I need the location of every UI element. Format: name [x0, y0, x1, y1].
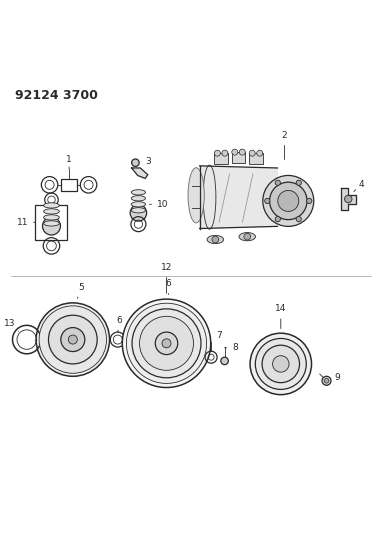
Circle shape	[296, 216, 301, 222]
Circle shape	[322, 376, 331, 385]
Circle shape	[36, 303, 110, 376]
Bar	[249, 153, 263, 164]
Circle shape	[255, 338, 306, 390]
Circle shape	[278, 190, 299, 212]
Circle shape	[132, 159, 139, 166]
Text: 2: 2	[282, 131, 287, 159]
Text: 11: 11	[16, 218, 35, 227]
Circle shape	[212, 236, 219, 243]
Circle shape	[296, 180, 301, 185]
Circle shape	[162, 339, 171, 348]
Text: 7: 7	[211, 331, 222, 343]
Circle shape	[68, 335, 77, 344]
Circle shape	[39, 306, 107, 373]
Text: 12: 12	[161, 263, 172, 293]
Circle shape	[275, 216, 280, 222]
Text: 3: 3	[145, 157, 150, 166]
Circle shape	[272, 356, 289, 372]
Bar	[35, 205, 67, 240]
Text: 6: 6	[117, 316, 123, 332]
Circle shape	[250, 333, 312, 394]
Circle shape	[48, 315, 97, 364]
Ellipse shape	[131, 190, 146, 195]
Ellipse shape	[131, 208, 146, 213]
Circle shape	[275, 180, 280, 185]
Circle shape	[239, 149, 245, 155]
Circle shape	[265, 198, 270, 204]
Ellipse shape	[43, 209, 59, 214]
Circle shape	[130, 205, 147, 221]
Text: 14: 14	[275, 304, 287, 328]
Text: 8: 8	[224, 343, 238, 352]
Circle shape	[232, 149, 238, 155]
Ellipse shape	[207, 236, 224, 244]
Text: 5: 5	[77, 282, 84, 298]
Ellipse shape	[239, 232, 256, 241]
Text: 4: 4	[354, 180, 364, 191]
Circle shape	[249, 150, 255, 156]
Polygon shape	[132, 168, 148, 179]
Circle shape	[244, 233, 251, 240]
Circle shape	[324, 378, 329, 383]
Polygon shape	[200, 166, 277, 229]
Circle shape	[132, 309, 201, 378]
Text: 6: 6	[165, 279, 171, 294]
Circle shape	[222, 150, 228, 156]
Ellipse shape	[43, 203, 59, 208]
Circle shape	[122, 299, 211, 387]
Circle shape	[262, 345, 299, 383]
Bar	[61, 179, 77, 191]
Circle shape	[263, 175, 314, 227]
Text: 92124 3700: 92124 3700	[15, 88, 98, 101]
Circle shape	[257, 150, 263, 156]
Circle shape	[139, 317, 194, 370]
Circle shape	[42, 217, 61, 235]
Circle shape	[61, 328, 85, 352]
Ellipse shape	[131, 201, 146, 207]
Circle shape	[344, 195, 352, 203]
Circle shape	[269, 182, 307, 220]
Circle shape	[215, 150, 220, 156]
Circle shape	[307, 198, 312, 204]
Circle shape	[221, 357, 228, 365]
Ellipse shape	[131, 196, 146, 201]
Circle shape	[155, 332, 178, 354]
Ellipse shape	[188, 168, 204, 223]
Text: 10: 10	[149, 200, 168, 209]
Circle shape	[126, 303, 207, 383]
Ellipse shape	[43, 215, 59, 220]
Text: 9: 9	[334, 373, 340, 382]
Text: 1: 1	[66, 155, 72, 169]
Text: 13: 13	[4, 319, 19, 332]
Ellipse shape	[43, 221, 59, 226]
Polygon shape	[341, 188, 356, 211]
Ellipse shape	[203, 165, 216, 229]
Bar	[215, 153, 228, 164]
Bar	[232, 152, 245, 163]
